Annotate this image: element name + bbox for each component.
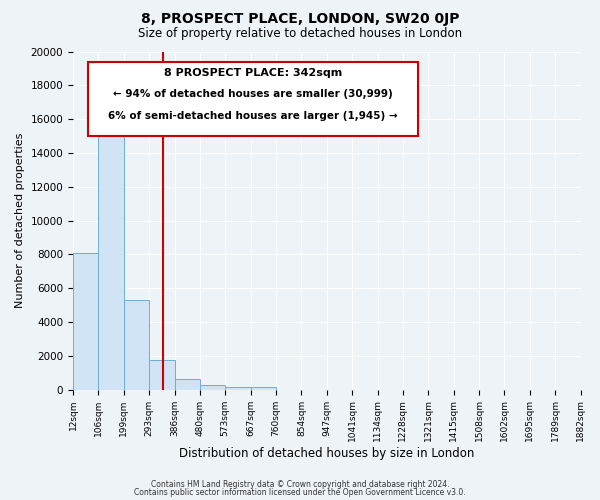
Bar [225, 386, 251, 390]
Bar [251, 387, 276, 390]
X-axis label: Distribution of detached houses by size in London: Distribution of detached houses by size … [179, 447, 475, 460]
Bar [124, 300, 149, 390]
Text: Size of property relative to detached houses in London: Size of property relative to detached ho… [138, 28, 462, 40]
Text: 8, PROSPECT PLACE, LONDON, SW20 0JP: 8, PROSPECT PLACE, LONDON, SW20 0JP [141, 12, 459, 26]
Bar [73, 252, 98, 390]
Bar [149, 360, 175, 390]
Text: Contains HM Land Registry data © Crown copyright and database right 2024.: Contains HM Land Registry data © Crown c… [151, 480, 449, 489]
Text: ← 94% of detached houses are smaller (30,999): ← 94% of detached houses are smaller (30… [113, 88, 393, 99]
Bar [98, 109, 124, 390]
Y-axis label: Number of detached properties: Number of detached properties [15, 133, 25, 308]
FancyBboxPatch shape [88, 62, 418, 136]
Bar [175, 378, 200, 390]
Text: 8 PROSPECT PLACE: 342sqm: 8 PROSPECT PLACE: 342sqm [164, 68, 343, 78]
Text: 6% of semi-detached houses are larger (1,945) →: 6% of semi-detached houses are larger (1… [109, 110, 398, 120]
Text: Contains public sector information licensed under the Open Government Licence v3: Contains public sector information licen… [134, 488, 466, 497]
Bar [200, 386, 225, 390]
